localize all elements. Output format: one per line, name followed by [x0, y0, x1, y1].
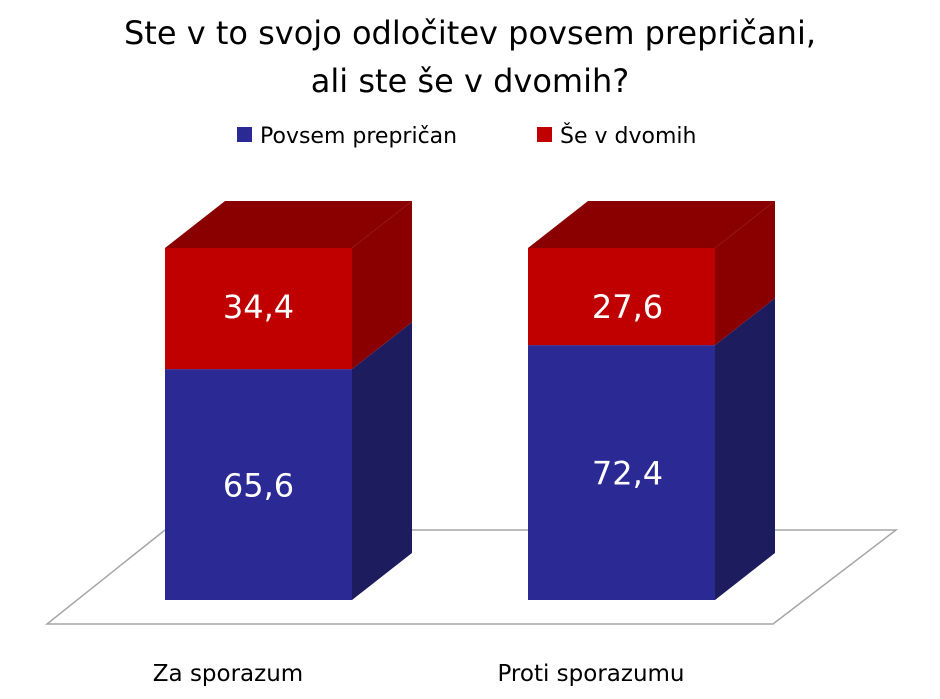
legend-swatch-se-v-dvomih: [537, 127, 552, 142]
bar-segment-1-0: [165, 248, 352, 370]
data-label-0-0: 65,6: [223, 467, 294, 505]
data-label-1-0: 34,4: [223, 288, 294, 326]
bar-segment-1-1: [528, 248, 715, 346]
category-label-za-sporazum: Za sporazum: [153, 661, 303, 687]
bar-segment-0-0: [165, 369, 352, 600]
bars: 65,6 34,4 72,4 27,6: [165, 201, 775, 600]
legend-label-se-v-dvomih: Še v dvomih: [560, 123, 696, 149]
chart-title-line-2: ali ste še v dvomih?: [311, 62, 629, 100]
bar-side-1-0: [352, 201, 412, 370]
bar-side-0-0: [352, 322, 412, 600]
bar-top-0: [165, 201, 412, 248]
legend-label-povsem-preprican: Povsem prepričan: [260, 124, 457, 149]
bar-side-0-1: [715, 298, 775, 600]
legend: Povsem prepričan Še v dvomih: [237, 123, 696, 149]
chart-title-line-1: Ste v to svojo odločitev povsem prepriča…: [124, 14, 816, 52]
category-label-proti-sporazumu: Proti sporazumu: [497, 661, 684, 687]
bar-side-1-1: [715, 201, 775, 346]
data-label-0-1: 72,4: [592, 455, 663, 493]
legend-swatch-povsem-preprican: [237, 127, 252, 142]
bar-segment-0-1: [528, 345, 715, 600]
data-label-1-1: 27,6: [592, 288, 663, 326]
bar-top-1: [528, 201, 775, 248]
